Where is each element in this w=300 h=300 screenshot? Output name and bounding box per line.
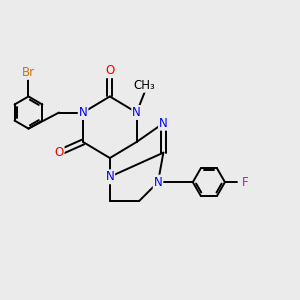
- Text: O: O: [54, 146, 64, 159]
- Text: N: N: [79, 106, 88, 119]
- Text: CH₃: CH₃: [134, 79, 155, 92]
- Text: Br: Br: [22, 66, 35, 79]
- Text: N: N: [132, 106, 141, 119]
- Text: F: F: [242, 176, 248, 189]
- Text: N: N: [159, 117, 168, 130]
- Text: N: N: [154, 176, 162, 189]
- Text: O: O: [105, 64, 115, 77]
- Text: N: N: [106, 170, 114, 183]
